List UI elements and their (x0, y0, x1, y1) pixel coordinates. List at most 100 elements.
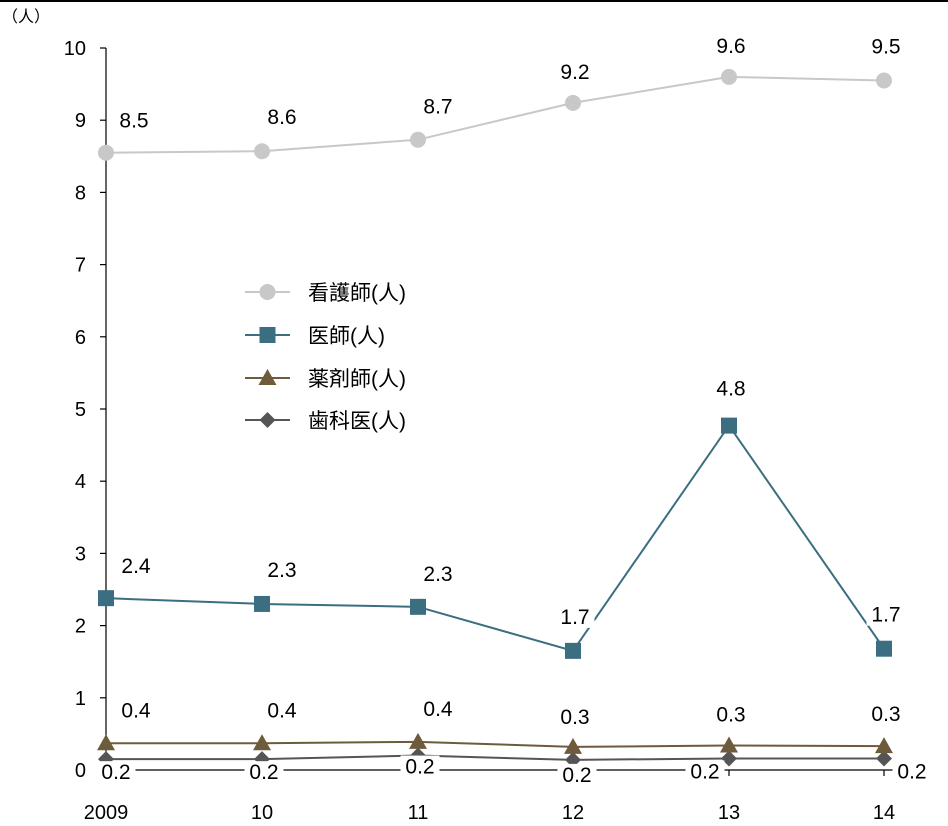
series-line-doctor (105, 423, 885, 653)
legend-label-doctor: 医師(人) (308, 325, 385, 348)
data-label-nurse: 8.6 (267, 106, 296, 129)
y-tick-label: 9 (75, 110, 86, 132)
data-point-pharmacist (875, 737, 893, 754)
data-label-bg (114, 109, 154, 132)
data-label-dentist: 0.2 (249, 761, 278, 784)
data-label-bg (116, 555, 156, 578)
data-labels: 0.2 0.2 0.2 0.2 0.2 0.2 0.4 0.4 0.4 0.3 0.3 0.3 2.4 2… (96, 34, 932, 787)
data-label-bg (418, 95, 458, 118)
y-tick-label: 6 (75, 327, 86, 349)
legend-label-dentist: 歯科医(人) (308, 410, 406, 433)
data-label-bg (116, 699, 156, 722)
data-label-bg (711, 34, 751, 57)
data-point-nurse (565, 94, 581, 111)
data-point-doctor (98, 590, 114, 607)
data-label-nurse: 9.2 (560, 61, 589, 84)
data-label-dentist: 0.2 (897, 760, 926, 783)
data-label-bg (557, 763, 597, 786)
data-point-dentist (876, 750, 892, 767)
data-label-doctor: 1.7 (560, 606, 589, 629)
data-point-nurse (410, 131, 426, 148)
data-label-nurse: 8.5 (119, 110, 148, 133)
data-label-nurse: 9.5 (871, 35, 900, 58)
data-point-nurse (721, 68, 737, 85)
data-label-bg (685, 760, 725, 783)
data-label-bg (96, 761, 136, 784)
data-label-bg (555, 60, 595, 83)
data-point-nurse (876, 72, 892, 89)
data-label-bg (711, 703, 751, 726)
data-label-nurse: 9.6 (716, 35, 745, 58)
data-point-pharmacist (253, 734, 271, 751)
y-tick-label: 8 (75, 182, 86, 204)
y-tick-label: 0 (75, 760, 86, 782)
unit-label: （人） (2, 8, 50, 26)
y-tick-label: 7 (75, 255, 86, 277)
data-label-doctor: 2.3 (423, 563, 452, 586)
data-label-bg (418, 562, 458, 585)
data-label-bg (866, 703, 906, 726)
data-label-dentist: 0.2 (690, 760, 719, 783)
data-point-nurse (98, 144, 114, 161)
x-tick-label: 12 (562, 802, 584, 824)
data-label-doctor: 2.3 (267, 559, 296, 582)
series-markers (97, 68, 893, 768)
data-label-pharmacist: 0.4 (423, 698, 453, 721)
data-label-dentist: 0.2 (562, 764, 591, 787)
data-label-nurse: 8.7 (423, 96, 452, 119)
data-label-dentist: 0.2 (101, 761, 130, 784)
data-label-pharmacist: 0.4 (121, 699, 151, 722)
series-line-nurse (105, 75, 885, 154)
legend-marker-pharmacist (258, 369, 277, 385)
series-lines (105, 75, 885, 761)
data-point-doctor (565, 642, 581, 659)
data-label-doctor: 2.4 (121, 555, 151, 578)
data-label-bg (262, 699, 302, 722)
series-line-dentist (106, 754, 884, 761)
x-tick-label: 2009 (84, 802, 129, 824)
y-tick-label: 2 (75, 616, 86, 638)
x-tick-label: 11 (408, 802, 429, 824)
y-tick-label: 10 (64, 38, 86, 60)
data-label-bg (711, 377, 751, 400)
data-point-doctor (876, 640, 892, 657)
data-label-pharmacist: 0.3 (871, 703, 900, 726)
y-tick-label: 5 (75, 399, 86, 421)
data-point-dentist (721, 750, 737, 767)
data-point-pharmacist (409, 732, 427, 749)
data-label-bg (244, 761, 284, 784)
x-tick-label: 14 (873, 802, 895, 824)
data-label-bg (866, 35, 906, 58)
y-tick-label: 3 (75, 543, 86, 565)
y-tick-label: 1 (75, 688, 86, 710)
data-label-pharmacist: 0.3 (716, 703, 745, 726)
data-label-bg (262, 558, 302, 581)
data-point-doctor (721, 417, 737, 434)
data-point-pharmacist (97, 734, 115, 751)
data-point-pharmacist (720, 736, 738, 753)
data-label-bg (866, 603, 906, 626)
x-tick-label: 10 (251, 802, 273, 824)
data-point-pharmacist (564, 737, 582, 754)
data-label-doctor: 1.7 (871, 604, 900, 627)
legend-marker-nurse (259, 284, 276, 300)
legend-marker-doctor (259, 327, 276, 343)
y-tick-label: 4 (75, 471, 86, 493)
legend-label-pharmacist: 薬剤師(人) (308, 368, 406, 391)
data-point-doctor (410, 598, 426, 615)
x-tick-label: 13 (718, 802, 740, 824)
data-label-bg (555, 705, 595, 728)
data-label-bg (262, 106, 302, 129)
data-label-bg (555, 605, 595, 628)
data-point-doctor (254, 595, 270, 612)
data-label-doctor: 4.8 (716, 378, 745, 401)
data-label-bg (892, 760, 932, 783)
series-line-pharmacist (106, 740, 885, 748)
legend-marker-dentist (259, 412, 276, 428)
data-label-bg (418, 697, 458, 720)
data-label-dentist: 0.2 (405, 756, 434, 779)
legend-label-nurse: 看護師(人) (308, 282, 406, 305)
data-point-nurse (254, 143, 270, 160)
